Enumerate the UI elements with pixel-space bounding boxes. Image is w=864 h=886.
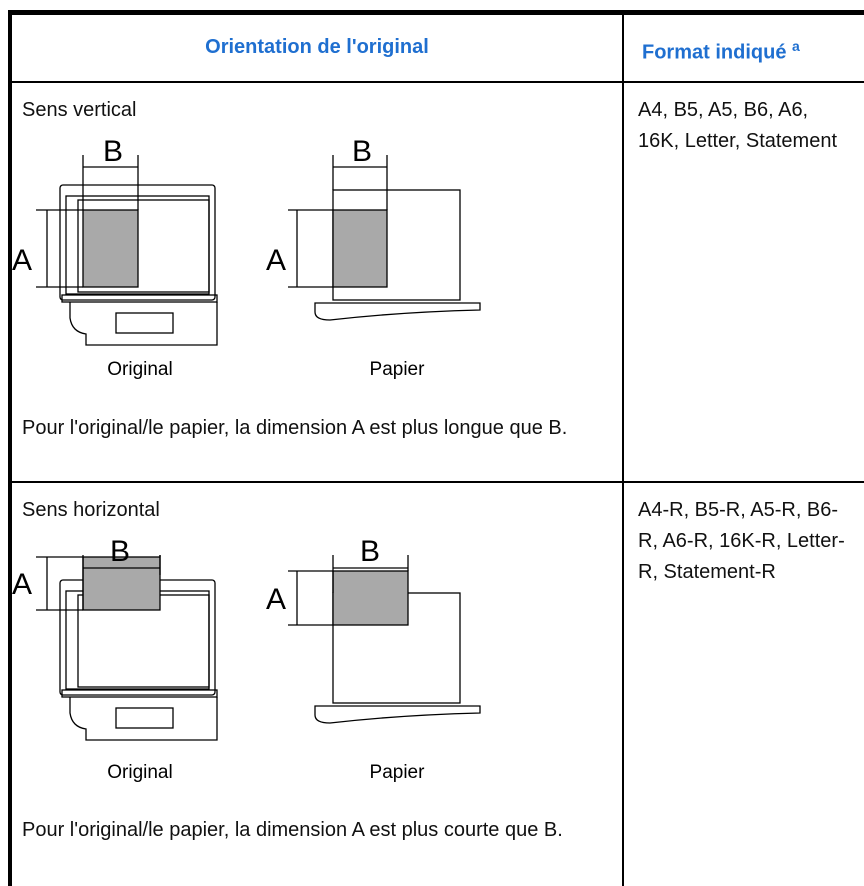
format-list: A4, B5, A5, B6, A6, 16K, Letter, Stateme… bbox=[638, 99, 838, 152]
dimension-label: A bbox=[266, 583, 286, 616]
diagram-caption: Original bbox=[107, 762, 172, 783]
original-diagram bbox=[36, 155, 218, 346]
diagram-caption: Original bbox=[107, 359, 172, 380]
header-text: Format indiqué bbox=[642, 41, 787, 64]
paper-diagram bbox=[288, 155, 481, 321]
row-title: Sens horizontal bbox=[22, 499, 160, 521]
dimension-label: A bbox=[12, 568, 32, 601]
dimension-label: B bbox=[352, 135, 372, 168]
original-diagram bbox=[36, 555, 218, 741]
row-description: Pour l'original/le papier, la dimension … bbox=[22, 417, 568, 439]
dimension-label: A bbox=[12, 244, 32, 277]
dimension-label: B bbox=[360, 535, 380, 568]
row-description: Pour l'original/le papier, la dimension … bbox=[22, 819, 563, 841]
column-header: Format indiqué a bbox=[642, 38, 800, 65]
dimension-label: A bbox=[266, 244, 286, 277]
table-borders bbox=[8, 10, 864, 886]
dimension-label: B bbox=[103, 135, 123, 168]
diagram-caption: Papier bbox=[370, 359, 426, 380]
row-title: Sens vertical bbox=[22, 99, 137, 121]
column-header: Orientation de l'original bbox=[205, 36, 429, 58]
diagram-caption: Papier bbox=[370, 762, 426, 783]
paper-diagram bbox=[288, 555, 481, 724]
dimension-label: B bbox=[110, 535, 130, 568]
format-list: A4-R, B5-R, A5-R, B6-R, A6-R, 16K-R, Let… bbox=[638, 499, 845, 583]
footnote-mark: a bbox=[792, 38, 800, 54]
